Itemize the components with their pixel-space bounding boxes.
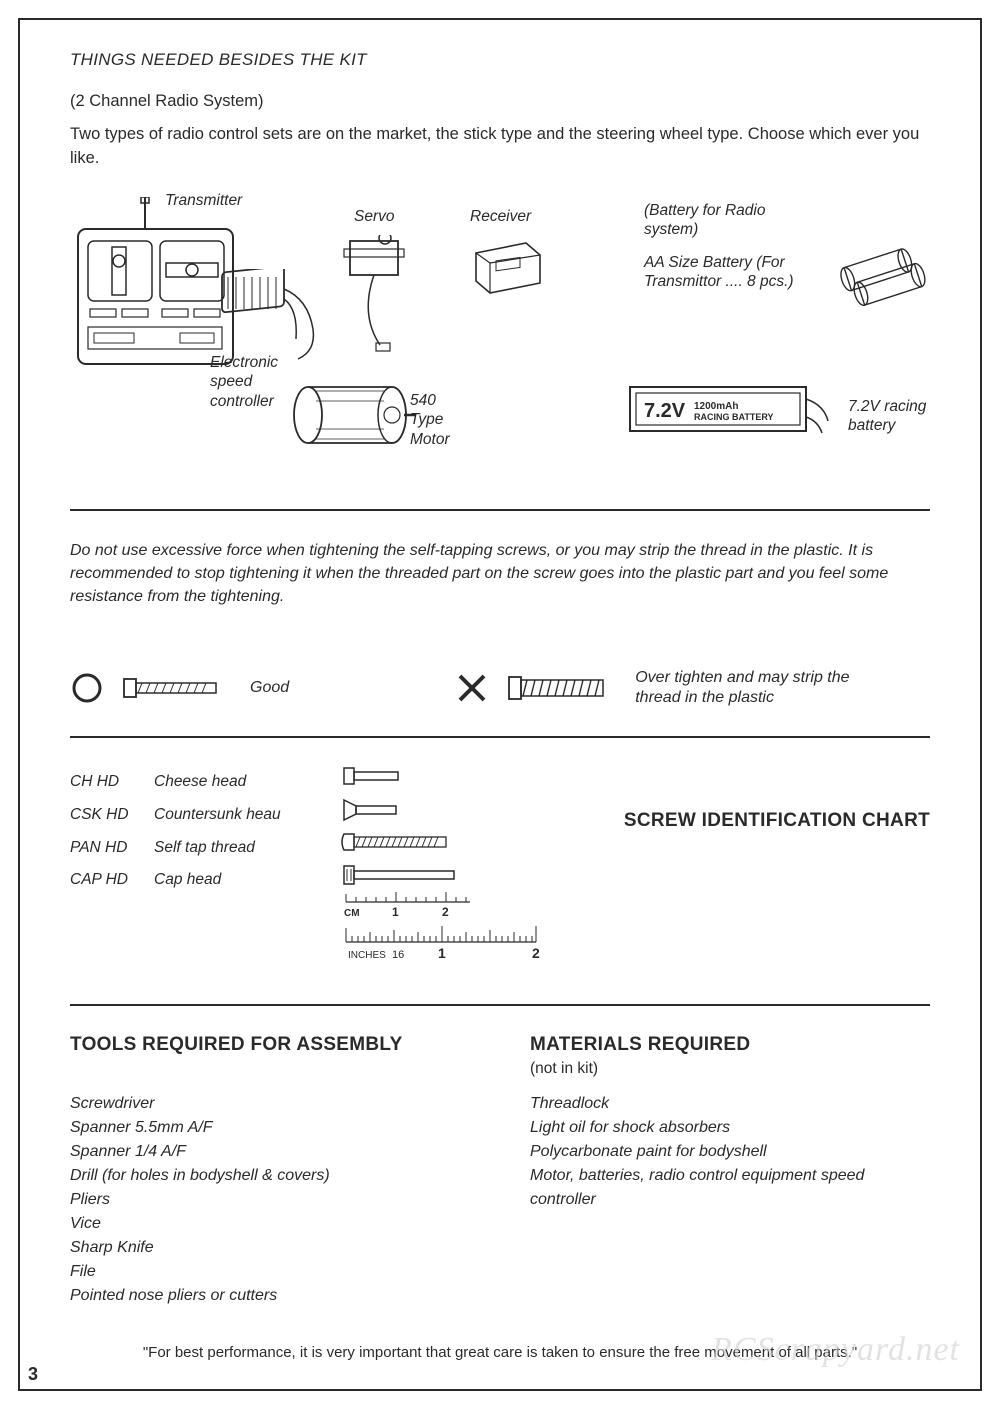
list-item: Vice [70,1212,470,1236]
radio-subtitle: (2 Channel Radio System) [70,92,930,111]
page-title: THINGS NEEDED BESIDES THE KIT [70,50,930,70]
screw-icons: CM 1 2 [340,766,540,981]
list-item: Spanner 1/4 A/F [70,1140,470,1164]
divider-2 [70,736,930,738]
screw-tip-row: Good Over tighten and may strip the thre… [70,658,930,718]
svg-text:1: 1 [438,945,446,961]
aa-label: AA Size Battery (For Transmittor .... 8 … [644,253,834,292]
svg-text:2: 2 [532,945,540,961]
svg-text:2: 2 [442,905,449,919]
svg-text:RACING BATTERY: RACING BATTERY [694,412,774,422]
receiver-icon [466,235,556,305]
tools-col: TOOLS REQUIRED FOR ASSEMBLY Screwdriver … [70,1034,470,1308]
radio-illustrations: Transmitter [70,191,930,491]
screw-chart-title: SCREW IDENTIFICATION CHART [624,810,930,832]
list-item: Pointed nose pliers or cutters [70,1284,470,1308]
servo-icon [340,235,450,355]
list-item: CH HDCheese head [70,766,310,799]
list-item: Threadlock [530,1092,930,1116]
receiver-label: Receiver [470,207,531,226]
svg-text:INCHES: INCHES [348,950,386,961]
good-screw-icon [122,673,232,703]
list-item: Spanner 5.5mm A/F [70,1116,470,1140]
good-label: Good [250,679,289,697]
screw-chart: CH HDCheese head CSK HDCountersunk heau … [70,766,930,986]
list-item: Polycarbonate paint for bodyshell [530,1140,930,1164]
tools-list: Screwdriver Spanner 5.5mm A/F Spanner 1/… [70,1092,470,1308]
racing-label: 7.2V racing battery [848,397,968,436]
page-number: 3 [28,1364,38,1385]
esc-label: Electronic speed controller [210,353,300,411]
motor-label: 540 Type Motor [410,391,470,449]
materials-sub: (not in kit) [530,1060,930,1078]
batt-radio-label: (Battery for Radio system) [644,201,814,240]
screw-shapes-icon: CM 1 2 [340,766,540,976]
materials-list: Threadlock Light oil for shock absorbers… [530,1092,930,1212]
list-item: CSK HDCountersunk heau [70,799,310,832]
svg-text:16: 16 [392,949,404,961]
list-item: Screwdriver [70,1092,470,1116]
tools-heading: TOOLS REQUIRED FOR ASSEMBLY [70,1034,470,1056]
list-item: Motor, batteries, radio control equipmen… [530,1164,930,1212]
materials-col: MATERIALS REQUIRED (not in kit) Threadlo… [530,1034,930,1308]
svg-text:CM: CM [344,908,360,919]
list-item: Light oil for shock absorbers [530,1116,930,1140]
bad-screw-icon [507,671,617,705]
aa-pack-icon [832,245,942,315]
bottom-columns: TOOLS REQUIRED FOR ASSEMBLY Screwdriver … [70,1034,930,1308]
good-mark-icon [70,671,104,705]
watermark: RCScrapyard.net [711,1331,960,1369]
bad-mark-icon [455,671,489,705]
list-item: File [70,1260,470,1284]
svg-text:1200mAh: 1200mAh [694,401,738,412]
divider-3 [70,1004,930,1006]
screw-warning: Do not use excessive force when tighteni… [70,539,930,609]
list-item: CAP HDCap head [70,864,310,897]
bad-label: Over tighten and may strip the thread in… [635,668,895,710]
motor-icon [288,377,418,457]
materials-heading: MATERIALS REQUIRED [530,1034,930,1056]
racing-pack-icon: 7.2V 1200mAh RACING BATTERY [628,381,838,441]
svg-text:7.2V: 7.2V [644,400,686,422]
divider-1 [70,509,930,511]
servo-label: Servo [354,207,395,226]
list-item: Drill (for holes in bodyshell & covers) [70,1164,470,1188]
list-item: PAN HDSelf tap thread [70,832,310,865]
screw-list: CH HDCheese head CSK HDCountersunk heau … [70,766,310,896]
page-frame: THINGS NEEDED BESIDES THE KIT (2 Channel… [18,18,982,1391]
radio-intro: Two types of radio control sets are on t… [70,123,930,171]
list-item: Pliers [70,1188,470,1212]
list-item: Sharp Knife [70,1236,470,1260]
svg-text:1: 1 [392,905,399,919]
